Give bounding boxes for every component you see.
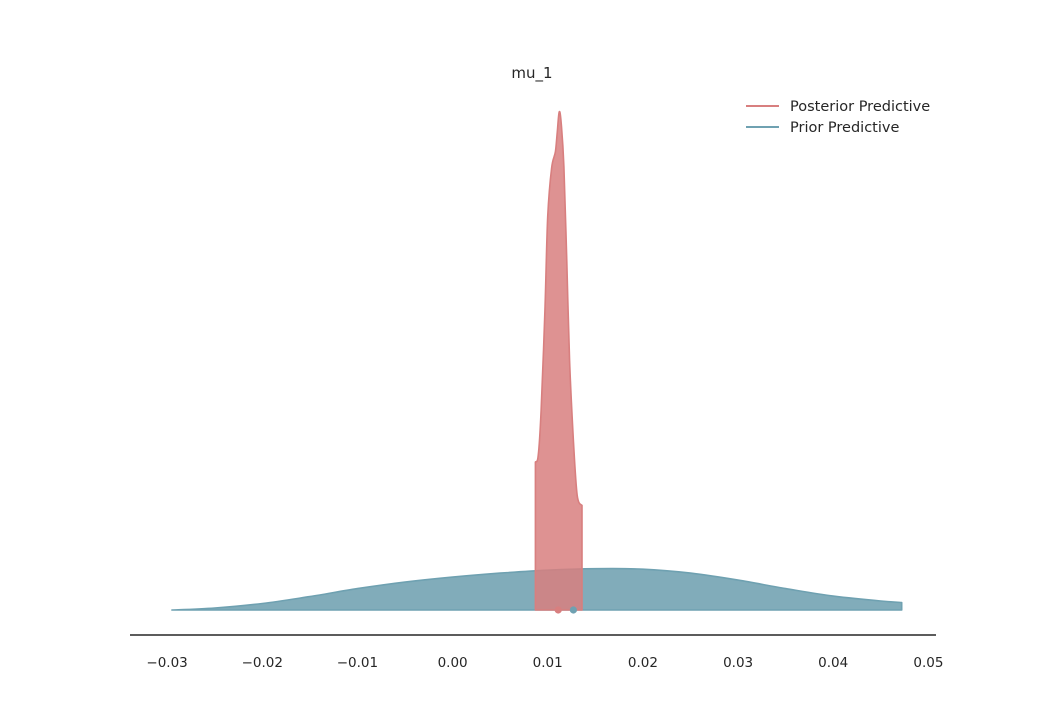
legend-label-posterior: Posterior Predictive	[790, 99, 930, 115]
x-tick-label: −0.01	[337, 655, 378, 671]
density-areas	[171, 110, 903, 611]
legend-label-prior: Prior Predictive	[790, 120, 899, 136]
posterior-predictive-area	[534, 110, 583, 611]
x-tick-label: 0.04	[818, 655, 848, 671]
x-tick-label: 0.00	[438, 655, 468, 671]
legend: Posterior Predictive Prior Predictive	[746, 99, 930, 136]
x-axis-ticks: −0.03 −0.02 −0.01 0.00 0.01 0.02 0.03 0.04 0.05	[146, 655, 943, 671]
posterior-mean-marker	[554, 606, 562, 614]
point-estimate-markers	[554, 606, 578, 614]
chart-title: mu_1	[511, 64, 552, 83]
x-tick-label: −0.03	[146, 655, 187, 671]
x-tick-label: 0.05	[913, 655, 943, 671]
x-tick-label: 0.02	[628, 655, 658, 671]
x-tick-label: 0.03	[723, 655, 753, 671]
prior-mean-marker	[569, 606, 578, 614]
x-tick-label: −0.02	[242, 655, 283, 671]
x-tick-label: 0.01	[533, 655, 563, 671]
